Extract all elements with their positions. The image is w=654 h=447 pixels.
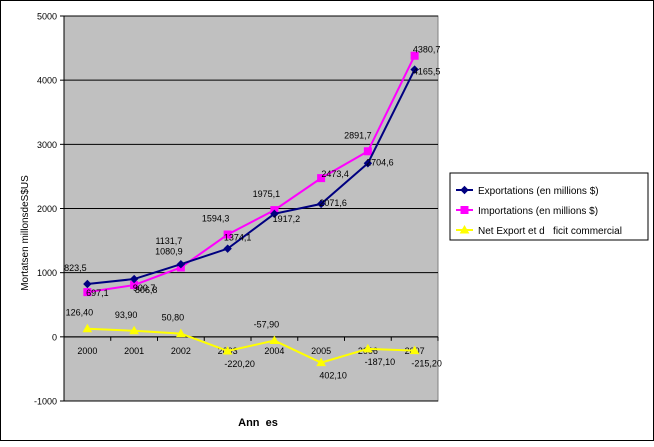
- series-line: [87, 69, 416, 285]
- data-point: [363, 343, 373, 353]
- data-label: 1374,1: [224, 233, 252, 243]
- data-label: 4380,7: [413, 45, 441, 55]
- data-label: 2071,6: [319, 198, 347, 208]
- legend-marker: [460, 185, 469, 195]
- y-tick-label: 2000: [37, 204, 57, 214]
- data-label: -187,10: [365, 357, 396, 367]
- data-point: [223, 244, 232, 253]
- x-tick-label: 2000: [77, 346, 97, 356]
- data-point: [269, 335, 280, 345]
- y-tick-label: 0: [52, 332, 57, 342]
- series-0: [83, 65, 419, 289]
- x-tick-label: 2004: [264, 346, 284, 356]
- data-label: 4165,5: [413, 67, 441, 77]
- data-point: [410, 65, 419, 74]
- legend: Exportations (en millions $) Importations…: [449, 172, 649, 241]
- series-line: [87, 55, 416, 294]
- legend-label: Exportations (en millions $): [478, 186, 599, 197]
- data-label: 1594,3: [202, 214, 230, 224]
- y-tick-label: -1000: [34, 397, 57, 407]
- y-axis-title: Mortatsen millonsdeS$US: [20, 175, 31, 291]
- data-point: [176, 328, 186, 338]
- x-tick-label: 2005: [311, 346, 331, 356]
- data-point: [129, 325, 139, 335]
- data-point: [222, 345, 233, 355]
- series-line: [87, 327, 415, 364]
- data-label: 93,90: [115, 310, 138, 320]
- y-tick-label: 3000: [37, 140, 57, 150]
- x-tick-label: 2001: [124, 346, 144, 356]
- data-point: [409, 345, 420, 355]
- data-label: 126,40: [66, 308, 94, 318]
- legend-label: Importations (en millions $): [478, 206, 598, 217]
- data-point: [176, 260, 186, 269]
- data-point: [363, 147, 372, 156]
- y-tick-label: 4000: [37, 76, 57, 86]
- data-labels: 823,5 900,7 1131,7 1374,1 1917,2 2071,6 2704,6…: [64, 45, 442, 381]
- data-point: [270, 209, 279, 219]
- data-point: [363, 159, 373, 168]
- data-label: 823,5: [64, 263, 87, 273]
- data-point: [83, 288, 92, 297]
- data-label: 697,1: [86, 288, 109, 298]
- data-label: 2704,6: [366, 157, 394, 167]
- data-point: [317, 174, 326, 183]
- x-tick-label: 2002: [171, 346, 191, 356]
- data-label: 2891,7: [344, 130, 372, 140]
- data-label: 402,10: [319, 371, 347, 381]
- data-point: [410, 51, 419, 60]
- data-label: 2473,4: [321, 169, 349, 179]
- legend-label: Net Export et d ficit commercial: [478, 226, 622, 237]
- data-label: 806,8: [135, 285, 158, 295]
- data-label: 1917,2: [273, 214, 301, 224]
- data-point: [83, 279, 92, 289]
- data-point: [316, 357, 326, 367]
- data-label: -220,20: [224, 359, 255, 369]
- data-point: [223, 230, 232, 239]
- data-label: 1080,9: [155, 246, 183, 256]
- y-axis: -1000 0 1000 2000 3000 4000 5000: [34, 12, 65, 407]
- legend-marker: [459, 224, 470, 234]
- data-label: -57,90: [254, 320, 280, 330]
- legend-marker: [460, 206, 469, 214]
- data-point: [82, 323, 93, 333]
- data-point: [316, 199, 326, 209]
- data-label: -215,20: [411, 359, 442, 369]
- series-group: [82, 51, 420, 367]
- data-label: 1131,7: [155, 236, 182, 246]
- series-2: [82, 323, 420, 367]
- data-label: 1975,1: [253, 189, 281, 199]
- data-point: [129, 274, 139, 284]
- data-label: 900,7: [133, 283, 156, 293]
- data-label: 50,80: [162, 313, 185, 323]
- y-tick-label: 5000: [37, 12, 57, 22]
- x-axis-title: Ann es: [238, 417, 278, 429]
- y-tick-label: 1000: [37, 268, 57, 278]
- legend-box: [449, 172, 649, 241]
